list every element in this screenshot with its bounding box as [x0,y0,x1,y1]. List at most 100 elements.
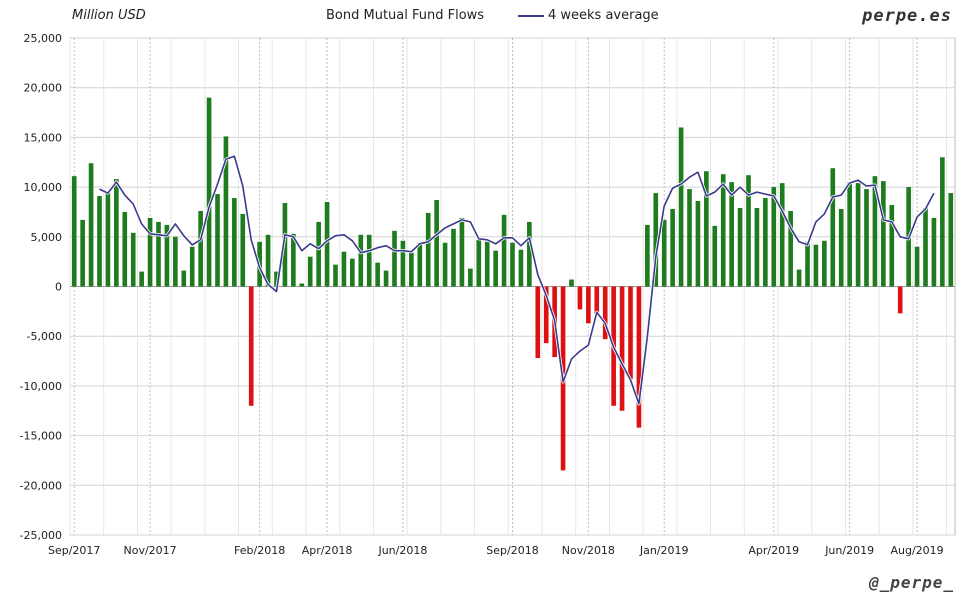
flow-bar [240,213,246,287]
flow-bar [695,201,701,287]
flow-bar [181,270,187,287]
flow-bar [366,234,372,287]
flow-bar [316,221,321,287]
y-tick-label: -15,000 [20,430,62,443]
flow-bar [442,242,448,287]
flow-bar [720,174,726,287]
flow-bar [383,270,389,287]
y-tick-label: 5,000 [31,231,63,244]
flow-bar [105,192,111,287]
flow-bar [636,286,642,428]
flow-bar [265,234,271,287]
y-tick-label: 20,000 [24,82,63,95]
flow-bar [678,127,684,287]
flow-bar [855,183,861,287]
flow-bar [687,189,692,287]
flow-bar [602,286,608,340]
x-tick-label: Jun/2018 [377,544,427,557]
y-tick-label: -20,000 [20,479,62,492]
flow-bar [510,242,515,287]
flow-bar [400,240,406,287]
author-handle: @_perpe_ [868,573,954,592]
flow-bar [805,241,810,287]
flow-bar [173,236,178,287]
x-tick-label: Jun/2019 [824,544,874,557]
flow-bar [923,207,928,287]
flow-bar [645,224,650,287]
flow-bar [358,234,364,287]
flow-bar [80,219,85,287]
flow-bar [71,176,77,287]
flow-bar [830,168,836,287]
y-axis-unit-label: Million USD [72,8,146,23]
flow-bar [779,183,785,287]
flow-bar [746,175,751,287]
brand-logo-text: perpe.es [862,6,952,26]
flow-bar [897,286,903,314]
flow-bar [417,242,423,287]
flow-bar [307,256,313,287]
flow-bar [324,202,330,287]
flow-bar [206,97,212,287]
flow-bar [409,252,414,287]
x-tick-label: Sep/2018 [486,544,538,557]
flow-bar [763,198,768,287]
flow-bar [754,207,760,287]
flow-bar [164,224,170,287]
x-tick-label: Nov/2017 [123,544,176,557]
flow-bar [628,286,633,379]
flow-bar [569,279,574,287]
flow-bar [88,163,94,287]
flow-bar [425,212,431,287]
x-tick-label: Jan/2019 [639,544,689,557]
flow-bar [594,286,600,314]
flow-bar [232,198,237,287]
flow-bar [291,233,296,287]
flow-bar [847,182,852,287]
y-tick-label: 15,000 [24,131,63,144]
y-tick-label: 10,000 [24,181,63,194]
flow-bar [822,240,827,287]
flow-bar [931,217,937,287]
flow-bar [518,249,524,287]
flow-bar [914,246,920,287]
flow-bar [476,239,482,287]
flow-bar [788,210,793,287]
x-tick-label: Sep/2017 [48,544,100,557]
flow-bar [139,271,144,287]
flow-bar [350,258,355,287]
flow-bar [501,214,507,287]
flow-bar [619,286,625,411]
flow-bar [881,181,886,287]
flow-bar [97,196,102,287]
flow-bar [661,219,667,287]
flow-bar [586,286,591,324]
y-tick-label: 0 [55,281,62,294]
flow-bar [864,189,869,287]
flow-bar [333,264,338,287]
flow-bar [771,187,777,287]
legend-label: 4 weeks average [548,8,659,23]
flow-bar [948,193,954,287]
flow-bar [535,286,541,359]
y-tick-label: 25,000 [24,32,63,45]
flow-bar [704,171,709,287]
y-tick-label: -25,000 [20,529,62,542]
flow-bar [122,211,128,287]
x-tick-label: Apr/2019 [748,544,799,557]
y-tick-label: -5,000 [27,330,62,343]
flow-bar [527,221,532,287]
x-tick-label: Aug/2019 [890,544,943,557]
flow-bar [796,269,802,287]
flow-bar [484,241,490,287]
flow-bar [189,246,195,287]
flow-bar [459,217,465,287]
flow-bar [434,200,439,287]
x-tick-label: Apr/2018 [302,544,353,557]
flow-bar [872,176,878,287]
flow-bar [114,179,119,287]
flow-bar [451,228,456,287]
flow-bar [147,217,153,287]
flow-bar [392,230,397,287]
flow-bar [577,286,583,310]
